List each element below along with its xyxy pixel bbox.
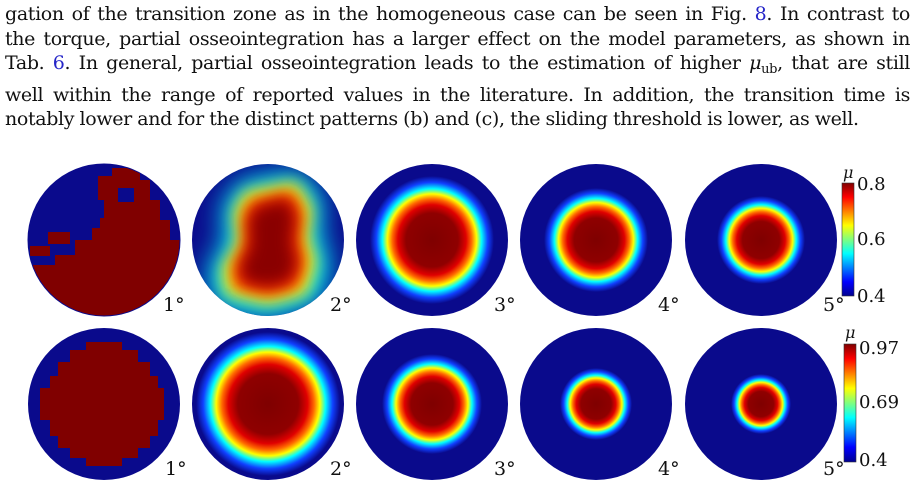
table-reference-link[interactable]: 6 xyxy=(52,52,65,74)
row1-angle-5: 5° xyxy=(823,294,845,316)
row2-disk-3 xyxy=(356,328,508,480)
row2-angle-2: 2° xyxy=(330,458,352,480)
row1-colorbar-min: 0.4 xyxy=(857,286,886,307)
row1-disk-5 xyxy=(685,164,837,316)
row2-colorbar-max: 0.97 xyxy=(859,338,899,359)
row1-colorbar-max: 0.8 xyxy=(857,174,886,195)
row2-angle-3: 3° xyxy=(494,458,516,480)
row1-angle-1: 1° xyxy=(163,294,185,316)
row1-colorbar: μ 0.8 0.6 0.4 xyxy=(841,163,886,307)
row1-angle-3: 3° xyxy=(494,294,516,316)
row1-disk-4 xyxy=(520,164,672,316)
row1-angle-2: 2° xyxy=(330,294,352,316)
row1-colorbar-symbol: μ xyxy=(843,163,853,182)
row2-colorbar-min: 0.4 xyxy=(859,450,888,471)
mu-symbol: μ xyxy=(749,52,762,74)
paragraph-line-3: Tab. 6. In general, partial osseointegra… xyxy=(5,52,911,77)
paragraph-line-1: gation of the transition zone as in the … xyxy=(5,3,910,25)
row2-colorbar: μ 0.97 0.69 0.4 xyxy=(843,323,899,471)
row2-colorbar-mid: 0.69 xyxy=(859,392,899,413)
row2-angle-5: 5° xyxy=(823,458,845,480)
row2-disk-1 xyxy=(28,328,180,480)
row2-disk-4 xyxy=(520,328,672,480)
row1-colorbar-mid: 0.6 xyxy=(857,229,886,250)
row2-colorbar-symbol: μ xyxy=(845,323,855,342)
paragraph-line-5: notably lower and for the distinct patte… xyxy=(5,108,859,130)
row2-disk-5 xyxy=(685,328,837,480)
paragraph-line-4: well within the range of reported values… xyxy=(5,83,910,106)
row2-angle-4: 4° xyxy=(658,458,680,480)
row1-disk-2 xyxy=(192,164,344,316)
row1-angle-4: 4° xyxy=(658,294,680,316)
mu-subscript: ub xyxy=(761,62,778,77)
row2-disk-2 xyxy=(192,328,344,480)
row2-angle-1: 1° xyxy=(165,458,187,480)
body-paragraph: gation of the transition zone as in the … xyxy=(5,2,910,132)
figure-reference-link[interactable]: 8 xyxy=(754,3,767,25)
paragraph-line-2: the torque, partial osseointegration has… xyxy=(5,27,910,50)
row1-disk-1 xyxy=(27,163,181,317)
row1-disk-3 xyxy=(356,164,508,316)
